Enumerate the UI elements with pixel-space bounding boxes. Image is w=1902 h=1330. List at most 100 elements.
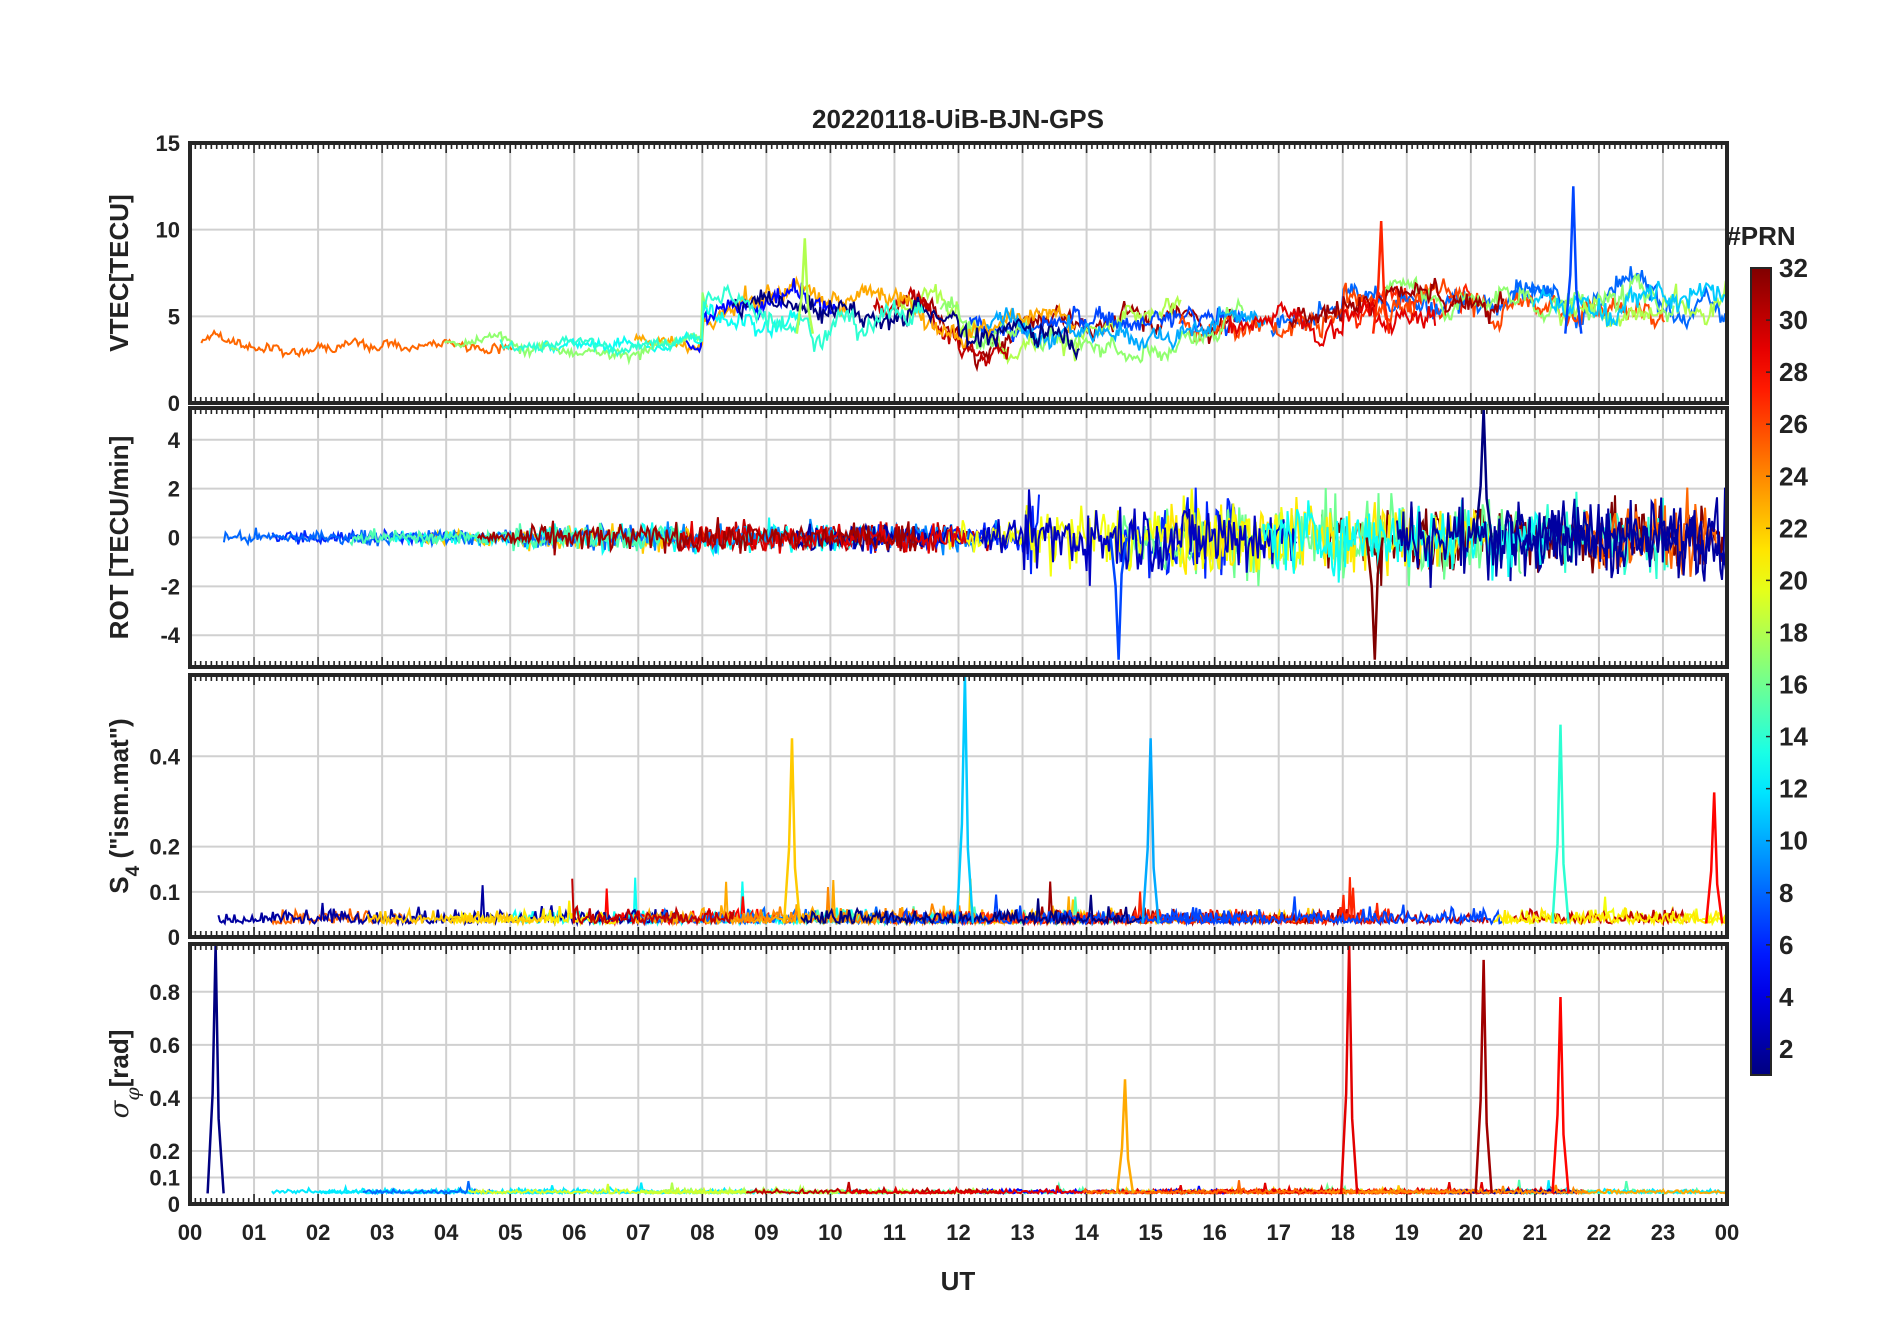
series-prn-trace	[939, 296, 1244, 364]
x-axis: 00 01 02 03 04 05 06 07 08 09 10 11 12 13 14 15 16 17 18 19…	[178, 1220, 1739, 1245]
x-tick-label: 07	[626, 1220, 650, 1245]
series-prn-trace	[1324, 1184, 1589, 1196]
series-prn-trace	[362, 1180, 492, 1196]
peak-point	[1551, 724, 1570, 924]
chart-title: 20220118-UiB-BJN-GPS	[812, 104, 1104, 134]
panel-s4: 0 0.1 0.2 0.4S4 ("ism.mat")	[104, 673, 1729, 950]
x-tick-label: 01	[242, 1220, 266, 1245]
series-prn-trace	[1553, 280, 1727, 328]
series-prn-trace	[499, 283, 925, 358]
series-group-rot	[222, 408, 1727, 660]
y-tick-label-sigma_phi: 0.4	[149, 1086, 180, 1111]
y-tick-label-rot: -2	[160, 574, 180, 599]
x-tick-label: 09	[754, 1220, 778, 1245]
x-tick-label: 11	[883, 1220, 906, 1245]
peak-point	[1371, 220, 1391, 334]
series-prn-trace	[366, 906, 547, 927]
colorbar-tick-label: 8	[1779, 878, 1793, 908]
panel-frame-s4	[188, 673, 1729, 939]
colorbar-tick-label: 16	[1779, 670, 1808, 700]
panel-frame-sigma_phi	[188, 942, 1729, 1206]
colorbar-tick-label: 2	[1779, 1034, 1793, 1064]
x-tick-label: 05	[498, 1220, 522, 1245]
colorbar-tick-label: 4	[1779, 982, 1794, 1012]
peak-point	[795, 238, 815, 334]
colorbar-tick-label: 28	[1779, 357, 1808, 387]
y-tick-label-sigma_phi: 0.2	[149, 1139, 180, 1164]
series-prn-trace	[571, 878, 735, 927]
y-tick-label-vtec: 5	[168, 304, 180, 329]
y-axis-label-s4: S4 ("ism.mat")	[104, 718, 144, 893]
x-tick-label: 15	[1138, 1220, 1162, 1245]
series-prn-trace	[468, 1183, 750, 1196]
x-tick-label: 14	[1074, 1220, 1099, 1245]
x-tick-label: 23	[1651, 1220, 1675, 1245]
x-tick-label: 22	[1587, 1220, 1611, 1245]
panel-vtec: 0 5 10 15 VTEC[TECU]	[104, 131, 1729, 416]
colorbar-gradient	[1750, 267, 1772, 1076]
y-tick-label-rot: 2	[168, 477, 180, 502]
x-tick-label: 12	[946, 1220, 970, 1245]
x-tick-label: 19	[1395, 1220, 1419, 1245]
peak-point	[1704, 792, 1724, 924]
y-tick-label-s4: 0.2	[149, 835, 180, 860]
y-tick-label-s4: 0	[168, 925, 180, 950]
panel-sigma_phi: 00.10.2 0.4 0.6 0.8σφ[rad]	[104, 942, 1729, 1217]
series-group-s4	[217, 675, 1727, 928]
x-tick-label: 20	[1459, 1220, 1483, 1245]
colorbar-tick-label: 12	[1779, 774, 1808, 804]
colorbar-tick-label: 22	[1779, 513, 1808, 543]
series-prn-trace	[1227, 297, 1437, 347]
y-tick-label-vtec: 0	[168, 391, 180, 416]
series-prn-trace	[1288, 277, 1505, 330]
peak-point	[1474, 408, 1493, 538]
y-tick-label-rot: -4	[160, 623, 180, 648]
series-prn-trace	[872, 285, 1010, 367]
series-prn-trace	[980, 489, 1298, 586]
series-prn-trace	[1396, 497, 1727, 588]
peak-point	[1339, 944, 1359, 1194]
x-tick-label: 17	[1266, 1220, 1290, 1245]
colorbar-tick-label: 10	[1779, 826, 1808, 856]
colorbar-tick-label: 18	[1779, 617, 1808, 647]
x-tick-label: 16	[1202, 1220, 1226, 1245]
y-tick-label-rot: 4	[168, 428, 181, 453]
x-tick-label: 18	[1331, 1220, 1355, 1245]
y-tick-label-sigma_phi: 0	[168, 1192, 180, 1217]
colorbar-label: #PRN	[1726, 221, 1795, 251]
x-tick-label: 03	[370, 1220, 394, 1245]
series-group-vtec	[200, 186, 1727, 373]
peak-point	[782, 738, 802, 924]
panel-frame-rot	[188, 406, 1729, 669]
x-tick-label: 21	[1523, 1220, 1547, 1245]
y-tick-label-sigma_phi: 0.6	[149, 1033, 180, 1058]
peak-point	[206, 944, 225, 1194]
y-tick-label-sigma_phi: 0.1	[149, 1165, 180, 1190]
peak-point	[1551, 997, 1570, 1194]
peak-point	[955, 675, 975, 924]
y-axis-label-sigma_phi: σφ[rad]	[104, 1030, 144, 1119]
colorbar-tick-label: 20	[1779, 565, 1808, 595]
x-tick-label: 02	[306, 1220, 330, 1245]
colorbar-tick-label: 32	[1779, 253, 1808, 283]
peak-point	[1365, 537, 1385, 660]
y-tick-label-s4: 0.1	[149, 880, 180, 905]
series-prn-trace	[798, 894, 1143, 927]
colorbar-tick-label: 24	[1779, 461, 1808, 491]
peak-point	[1141, 738, 1160, 924]
series-group-sigma_phi	[206, 944, 1727, 1196]
y-tick-label-rot: 0	[168, 526, 180, 551]
y-tick-label-vtec: 15	[156, 131, 180, 156]
y-tick-label-sigma_phi: 0.8	[149, 980, 180, 1005]
y-axis-label-rot: ROT [TECU/min]	[104, 436, 134, 640]
colorbar-tick-label: 6	[1779, 930, 1793, 960]
x-tick-label: 08	[690, 1220, 714, 1245]
series-prn-trace	[883, 894, 1252, 927]
series-prn-trace	[1532, 280, 1726, 327]
x-tick-label: 10	[818, 1220, 842, 1245]
x-axis-label: UT	[941, 1266, 976, 1296]
x-tick-label: 00	[1715, 1220, 1739, 1245]
panel-frame-vtec	[188, 141, 1729, 405]
